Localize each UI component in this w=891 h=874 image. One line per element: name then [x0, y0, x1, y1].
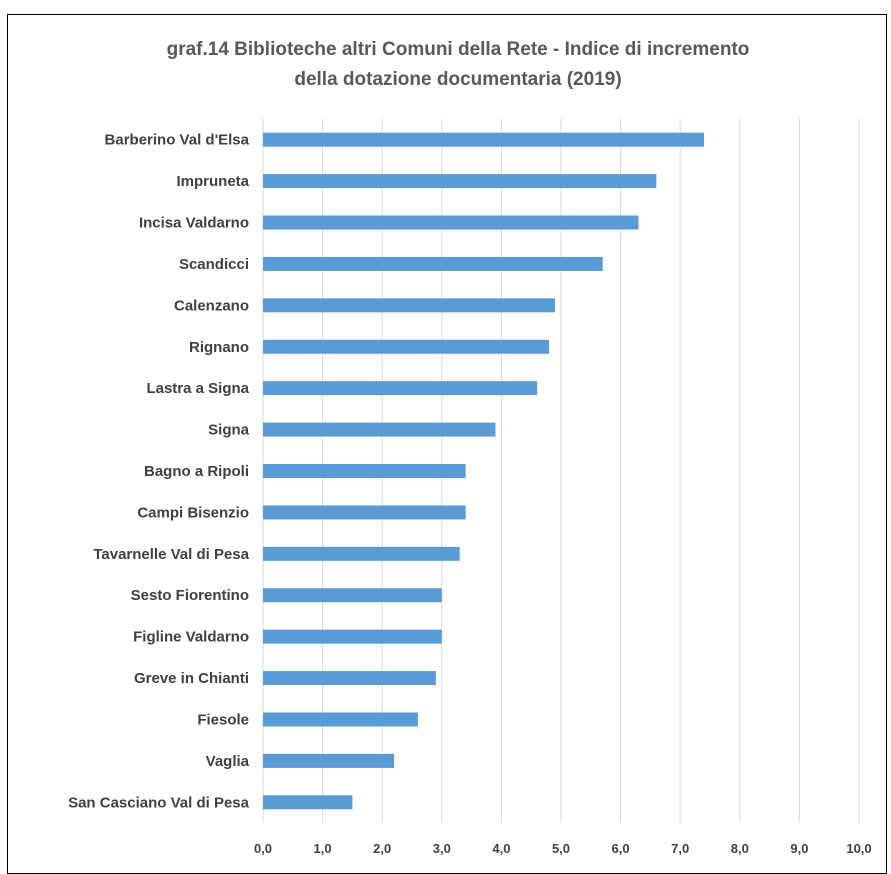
category-label: Impruneta: [176, 173, 249, 190]
category-label: Vaglia: [206, 753, 250, 770]
category-label: Scandicci: [179, 256, 249, 273]
bar: [263, 256, 603, 271]
x-tick-label: 0,0: [254, 841, 272, 856]
category-label: Sesto Fiorentino: [131, 587, 249, 604]
bar: [263, 464, 466, 478]
x-tick-label: 7,0: [671, 841, 689, 856]
x-tick-labels: 0,0 1,0 2,0 3,0 4,0 5,0 6,0 7,0 8,0 9,0 10,0: [254, 841, 872, 856]
gridlines: [262, 119, 860, 823]
x-tick-label: 6,0: [612, 841, 630, 856]
x-tick-label: 2,0: [373, 841, 391, 856]
bar: [263, 174, 657, 189]
bar: [263, 629, 442, 644]
x-tick-label: 1,0: [314, 841, 332, 856]
bar: [263, 795, 353, 810]
category-label: Signa: [208, 422, 249, 439]
x-tick-label: 10,0: [846, 841, 871, 856]
bar: [263, 712, 418, 727]
category-label: Barberino Val d'Elsa: [105, 132, 250, 149]
x-tick-label: 8,0: [731, 841, 749, 856]
category-labels: Barberino Val d'Elsa Impruneta Incisa Vald…: [68, 132, 250, 812]
category-label: Rignano: [189, 339, 249, 356]
bar: [263, 546, 460, 561]
category-label: Calenzano: [174, 297, 249, 314]
bar: [263, 671, 436, 686]
category-label: Greve in Chianti: [134, 670, 249, 687]
bar: [263, 215, 639, 230]
bar: [263, 753, 395, 768]
x-tick-label: 9,0: [790, 841, 808, 856]
bar: [263, 381, 538, 396]
category-label: Bagno a Ripoli: [144, 463, 249, 480]
bar: [263, 132, 705, 147]
bar: [263, 588, 442, 603]
category-label: Campi Bisenzio: [137, 504, 249, 521]
category-label: Fiesole: [197, 711, 249, 728]
category-label: Figline Valdarno: [133, 629, 249, 646]
chart-frame: graf.14 Biblioteche altri Comuni della R…: [7, 14, 887, 874]
bar: [263, 339, 550, 354]
bar: [263, 298, 556, 313]
category-label: Tavarnelle Val di Pesa: [93, 546, 249, 563]
category-label: Incisa Valdarno: [139, 215, 249, 232]
x-tick-label: 3,0: [433, 841, 451, 856]
category-label: San Casciano Val di Pesa: [68, 794, 250, 811]
chart-title-line-2: della dotazione documentaria (2019): [294, 69, 621, 90]
category-label: Lastra a Signa: [146, 380, 249, 397]
chart-title-line-1: graf.14 Biblioteche altri Comuni della R…: [167, 39, 750, 60]
x-tick-label: 5,0: [552, 841, 570, 856]
bar: [263, 505, 466, 520]
bar-chart: graf.14 Biblioteche altri Comuni della R…: [68, 39, 872, 856]
bars: [263, 132, 705, 810]
bar: [263, 422, 496, 437]
x-tick-label: 4,0: [492, 841, 510, 856]
